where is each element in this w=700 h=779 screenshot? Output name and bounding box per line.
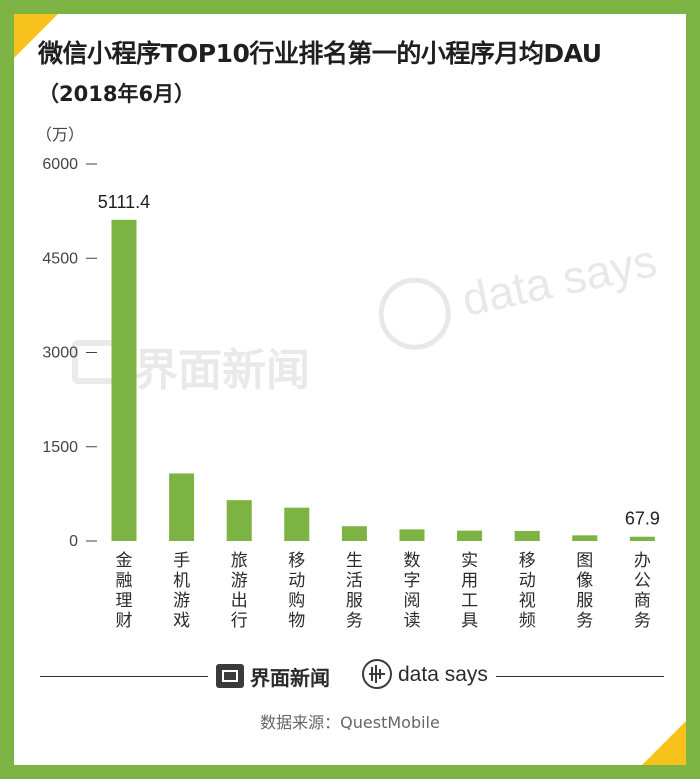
x-category-label: 理: [116, 591, 133, 611]
x-category-label: 字: [404, 571, 421, 591]
x-category-label: 图: [576, 551, 593, 571]
datasays-logo-icon: [362, 659, 392, 689]
bar: [341, 526, 367, 541]
branding-row: 界面新闻 data says: [40, 656, 664, 696]
data-label: 67.9: [625, 509, 660, 529]
x-category-label: 活: [346, 571, 363, 591]
bar: [399, 529, 425, 541]
y-tick-label: 3000: [42, 345, 78, 362]
x-category-label: 服: [576, 591, 593, 611]
x-category-label: 机: [173, 571, 190, 591]
bar: [284, 507, 310, 541]
chart-subtitle: （2018年6月）: [38, 82, 196, 106]
bar: [169, 473, 195, 541]
y-axis-unit-label: （万）: [36, 125, 84, 144]
x-category-label: 务: [346, 611, 363, 631]
x-category-label: 频: [519, 611, 536, 631]
x-category-label: 融: [116, 571, 133, 591]
x-category-label: 读: [404, 611, 421, 631]
x-category-label: 视: [519, 591, 536, 611]
x-category-label: 游: [173, 591, 190, 611]
x-category-label: 动: [519, 571, 536, 591]
x-category-label: 像: [576, 571, 593, 591]
x-category-label: 用: [461, 571, 478, 591]
bar: [572, 535, 598, 541]
bar: [457, 530, 483, 541]
x-category-label: 数: [404, 551, 421, 571]
x-category-label: 具: [461, 611, 478, 631]
x-category-label: 务: [576, 611, 593, 631]
x-category-label: 出: [231, 591, 248, 611]
x-category-label: 移: [519, 551, 536, 571]
jiemian-watermark-text: 界面新闻: [134, 345, 310, 396]
x-category-label: 办: [634, 551, 651, 571]
x-category-label: 商: [634, 591, 651, 611]
x-category-label: 动: [288, 571, 305, 591]
bar: [629, 536, 655, 541]
x-category-label: 物: [288, 611, 305, 631]
branding-divider-left: [40, 676, 208, 677]
x-category-label: 移: [288, 551, 305, 571]
bar: [514, 530, 540, 541]
jiemian-logo-text: 界面新闻: [250, 666, 330, 690]
data-label: 5111.4: [98, 192, 150, 212]
x-category-label: 游: [231, 571, 248, 591]
x-category-label: 工: [461, 591, 478, 611]
x-category-label: 戏: [173, 611, 190, 631]
chart-title: 微信小程序TOP10行业排名第一的小程序月均DAU: [38, 39, 602, 68]
x-category-label: 购: [288, 591, 305, 611]
branding-divider-right: [496, 676, 664, 677]
data-source: 数据来源：QuestMobile: [260, 713, 440, 732]
x-category-label: 服: [346, 591, 363, 611]
x-category-label: 公: [634, 571, 651, 591]
x-category-label: 手: [173, 551, 190, 571]
x-category-label: 行: [231, 611, 248, 631]
y-tick-label: 4500: [42, 250, 78, 267]
x-category-label: 生: [346, 551, 363, 571]
x-category-label: 实: [461, 551, 478, 571]
x-category-label: 财: [116, 611, 133, 631]
bar: [226, 500, 252, 541]
x-category-label: 阅: [404, 591, 421, 611]
bar: [111, 219, 137, 542]
corner-accent-top-left: [14, 14, 58, 58]
y-tick-label: 6000: [42, 156, 78, 173]
y-tick-label: 1500: [42, 439, 78, 456]
datasays-logo-text: data says: [398, 663, 488, 686]
jiemian-logo-icon: [216, 664, 244, 688]
corner-accent-bottom-right: [642, 721, 686, 765]
x-category-label: 金: [116, 551, 133, 571]
x-category-label: 务: [634, 611, 651, 631]
y-tick-label: 0: [69, 533, 78, 550]
x-category-label: 旅: [231, 551, 248, 571]
